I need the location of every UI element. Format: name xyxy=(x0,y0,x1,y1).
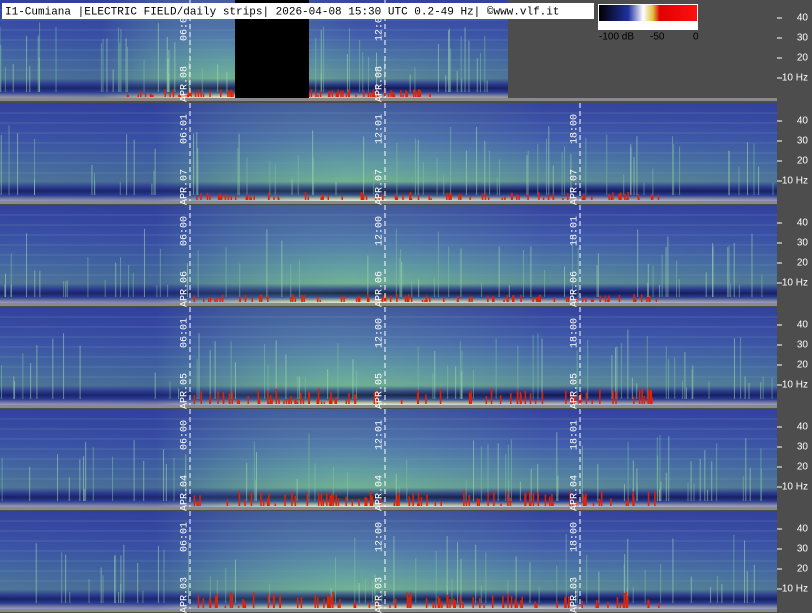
colorbar-label: -50 xyxy=(650,32,665,43)
axis-label: 30 xyxy=(797,33,809,44)
axis-label: 40 xyxy=(797,422,809,433)
axis-label: 20 xyxy=(797,156,809,167)
marker-time: 06:01 xyxy=(180,522,191,552)
separator xyxy=(0,405,777,408)
separator xyxy=(0,201,777,204)
marker-date: APR.03 xyxy=(375,577,386,613)
axis-label: 40 xyxy=(797,116,809,127)
spectrogram-shade xyxy=(0,103,777,201)
axis-label: 10 Hz xyxy=(782,176,808,187)
marker-date: APR.04 xyxy=(180,475,191,511)
axis-label: 40 xyxy=(797,13,809,24)
marker-time: 06:01 xyxy=(180,318,191,348)
marker-date: APR.07 xyxy=(180,169,191,205)
axis-label: 10 Hz xyxy=(782,380,808,391)
colorbar-label: 0 xyxy=(693,32,699,43)
marker-date: APR.07 xyxy=(375,169,386,205)
marker-date: APR.06 xyxy=(570,271,581,307)
marker-time: 12:00 xyxy=(375,11,386,41)
axis-label: 40 xyxy=(797,218,809,229)
marker-time: 18:01 xyxy=(570,420,581,450)
axis-label: 20 xyxy=(797,360,809,371)
spectrogram-shade xyxy=(0,409,777,507)
separator xyxy=(0,98,777,101)
marker-date: APR.05 xyxy=(180,373,191,409)
marker-date: APR.08 xyxy=(180,66,191,102)
axis-label: 20 xyxy=(797,53,809,64)
axis-label: 10 Hz xyxy=(782,584,808,595)
marker-date: APR.05 xyxy=(375,373,386,409)
marker-time: 18:00 xyxy=(570,522,581,552)
header-box xyxy=(2,3,594,19)
marker-time: 12:00 xyxy=(375,216,386,246)
axis-label: 20 xyxy=(797,462,809,473)
marker-date: APR.06 xyxy=(375,271,386,307)
marker-time: 06:00 xyxy=(180,11,191,41)
marker-time: 18:01 xyxy=(570,216,581,246)
marker-date: APR.03 xyxy=(570,577,581,613)
marker-date: APR.06 xyxy=(180,271,191,307)
marker-date: APR.07 xyxy=(570,169,581,205)
marker-time: 12:00 xyxy=(375,318,386,348)
marker-date: APR.04 xyxy=(375,475,386,511)
marker-time: 18:00 xyxy=(570,114,581,144)
marker-time: 06:00 xyxy=(180,420,191,450)
separator xyxy=(0,507,777,510)
axis-label: 30 xyxy=(797,136,809,147)
marker-time: 06:01 xyxy=(180,114,191,144)
marker-date: APR.05 xyxy=(570,373,581,409)
separator xyxy=(0,609,777,612)
marker-time: 18:00 xyxy=(570,318,581,348)
marker-time: 12:01 xyxy=(375,420,386,450)
axis-label: 30 xyxy=(797,544,809,555)
axis-label: 10 Hz xyxy=(782,482,808,493)
axis-label: 30 xyxy=(797,238,809,249)
marker-time: 06:00 xyxy=(180,216,191,246)
separator xyxy=(0,303,777,306)
axis-label: 40 xyxy=(797,524,809,535)
marker-time: 12:00 xyxy=(375,522,386,552)
colorbar xyxy=(599,5,697,21)
axis-label: 10 Hz xyxy=(782,73,808,84)
axis-label: 20 xyxy=(797,564,809,575)
colorbar-label: -100 dB xyxy=(599,32,634,43)
axis-label: 20 xyxy=(797,258,809,269)
marker-date: APR.03 xyxy=(180,577,191,613)
axis-label: 40 xyxy=(797,320,809,331)
axis-label: 10 Hz xyxy=(782,278,808,289)
marker-date: APR.08 xyxy=(375,66,386,102)
axis-label: 30 xyxy=(797,442,809,453)
marker-date: APR.04 xyxy=(570,475,581,511)
axis-label: 30 xyxy=(797,340,809,351)
spectrogram-shade xyxy=(0,511,777,609)
header-title: I1-Cumiana |ELECTRIC FIELD/daily strips|… xyxy=(5,6,560,18)
marker-time: 12:01 xyxy=(375,114,386,144)
